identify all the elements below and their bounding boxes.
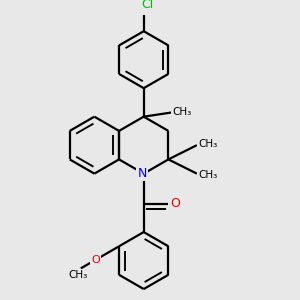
- Text: CH₃: CH₃: [68, 270, 87, 280]
- Text: Cl: Cl: [141, 0, 154, 11]
- Text: O: O: [91, 255, 100, 265]
- Text: CH₃: CH₃: [198, 139, 217, 149]
- Text: N: N: [137, 167, 147, 180]
- Text: O: O: [170, 197, 180, 210]
- Text: CH₃: CH₃: [172, 107, 191, 117]
- Text: CH₃: CH₃: [198, 169, 217, 180]
